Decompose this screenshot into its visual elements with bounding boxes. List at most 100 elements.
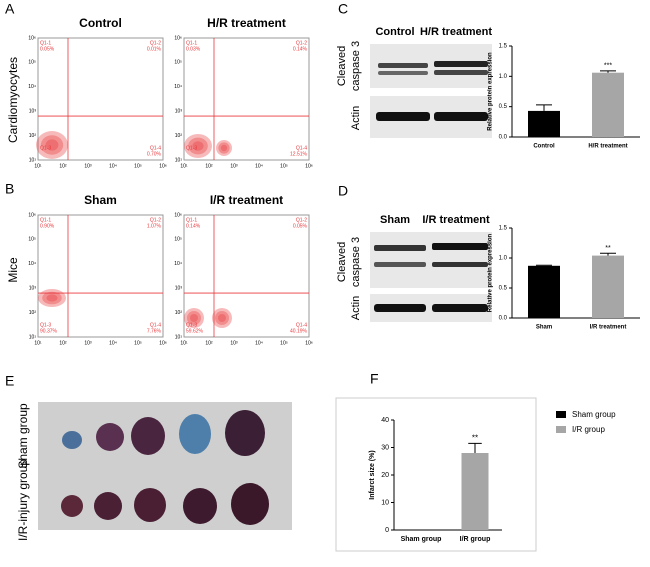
bar	[528, 265, 560, 318]
flow-x-tick: 10⁵	[134, 163, 142, 169]
quadrant-value: 0.03%	[186, 46, 201, 52]
panel-letter: E	[5, 373, 14, 389]
flow-x-tick: 10⁶	[159, 340, 167, 346]
flow-frame	[37, 37, 164, 161]
flow-y-tick: 10⁶	[174, 35, 182, 41]
y-axis-label: Relative protein expression	[488, 233, 494, 312]
photo-row-label: I/R-injury group	[16, 459, 30, 541]
significance: **	[605, 245, 611, 252]
panel-letter: F	[370, 371, 379, 387]
flow-y-tick: 10²	[175, 310, 183, 316]
dot-cloud	[46, 294, 58, 302]
y-tick-label: 30	[381, 444, 389, 451]
flow-x-tick: 10¹	[180, 163, 188, 169]
lane-label: I/R treatment	[422, 214, 490, 226]
error-bar	[468, 442, 482, 453]
flow-x-tick: 10⁴	[255, 163, 263, 169]
quadrant-name: Q1-3	[186, 322, 197, 328]
panel-letter: C	[338, 1, 348, 17]
y-tick-label: 1.5	[499, 44, 508, 50]
significance: **	[472, 433, 478, 442]
significance: ***	[604, 63, 612, 70]
quadrant-name: Q1-4	[150, 322, 161, 328]
dot-cloud	[218, 314, 226, 322]
flow-x-tick: 10⁶	[305, 340, 313, 346]
quadrant-name: Q1-1	[186, 40, 197, 46]
flow-x-tick: 10⁴	[255, 340, 263, 346]
dot-cloud	[184, 308, 204, 328]
bar	[461, 453, 489, 530]
flow-y-tick: 10¹	[175, 157, 183, 163]
flow-y-tick: 10²	[29, 310, 37, 316]
dot-cloud	[36, 131, 68, 159]
dot-cloud	[212, 308, 232, 328]
flow-x-tick: 10²	[205, 163, 213, 169]
dot-cloud	[40, 135, 64, 155]
quadrant-value: 0.90%	[40, 223, 55, 229]
x-tick-label: I/R treatment	[590, 325, 627, 331]
legend-swatch	[556, 426, 566, 433]
x-tick-label: Control	[533, 144, 555, 150]
flow-y-tick: 10⁴	[28, 84, 36, 90]
bar	[592, 72, 624, 137]
heart-photo	[38, 402, 292, 530]
flow-title: Sham	[84, 193, 117, 207]
quadrant-value: 0.14%	[186, 223, 201, 229]
flow-x-tick: 10³	[84, 340, 92, 346]
flow-x-tick: 10⁴	[109, 163, 117, 169]
flow-frame	[183, 214, 310, 338]
flow-y-tick: 10⁶	[28, 35, 36, 41]
y-tick-label: 20	[381, 472, 389, 479]
flow-y-tick: 10³	[175, 286, 183, 292]
dot-cloud	[187, 311, 201, 325]
y-tick-label: 10	[381, 499, 389, 506]
x-tick-label: Sham group	[401, 536, 442, 543]
y-tick-label: 40	[381, 417, 389, 424]
quadrant-name: Q1-3	[186, 145, 197, 151]
flow-x-tick: 10²	[59, 340, 67, 346]
y-tick-label: 1.0	[499, 256, 508, 262]
y-tick-label: 0.0	[499, 135, 508, 141]
flow-title: I/R treatment	[210, 193, 283, 207]
target-label: Cleaved	[336, 242, 348, 282]
quadrant-name: Q1-2	[150, 217, 161, 223]
target-label: caspase 3	[350, 41, 362, 91]
flow-y-tick: 10²	[29, 133, 37, 139]
error-bar	[536, 264, 552, 266]
flow-y-tick: 10⁶	[28, 212, 36, 218]
flow-x-tick: 10⁵	[280, 163, 288, 169]
flow-x-tick: 10⁶	[305, 163, 313, 169]
dot-cloud	[188, 137, 208, 155]
panel-letter: B	[5, 181, 14, 197]
flow-y-tick: 10¹	[29, 157, 37, 163]
quadrant-value: 0.14%	[293, 46, 308, 52]
lane-label: Sham	[380, 214, 410, 226]
quadrant-value: 0.05%	[293, 223, 308, 229]
dot-cloud	[184, 134, 212, 158]
row-label: Mice	[6, 257, 20, 283]
chart-f-frame	[335, 397, 537, 552]
error-bar	[536, 104, 552, 111]
quadrant-name: Q1-3	[40, 145, 51, 151]
flow-y-tick: 10⁵	[174, 237, 182, 243]
flow-y-tick: 10⁵	[174, 60, 182, 66]
row-label: Cardiomyocytes	[6, 57, 20, 143]
blot-c	[370, 44, 492, 138]
dot-cloud	[38, 289, 66, 307]
dot-cloud	[190, 314, 198, 322]
quadrant-value: 0.05%	[40, 46, 55, 52]
flow-x-tick: 10⁶	[159, 163, 167, 169]
target-label: Cleaved	[336, 46, 348, 86]
quadrant-name: Q1-3	[40, 322, 51, 328]
flow-x-tick: 10¹	[34, 163, 42, 169]
quadrant-value: 0.01%	[147, 46, 162, 52]
flow-y-tick: 10⁵	[28, 237, 36, 243]
quadrant-value: 1.07%	[147, 223, 162, 229]
quadrant-name: Q1-1	[40, 217, 51, 223]
flow-title: H/R treatment	[207, 16, 286, 30]
y-tick-label: 0.0	[499, 316, 508, 322]
y-axis-label: Relative protein expression	[488, 52, 494, 131]
quadrant-name: Q1-4	[150, 145, 161, 151]
dot-cloud	[192, 141, 204, 151]
